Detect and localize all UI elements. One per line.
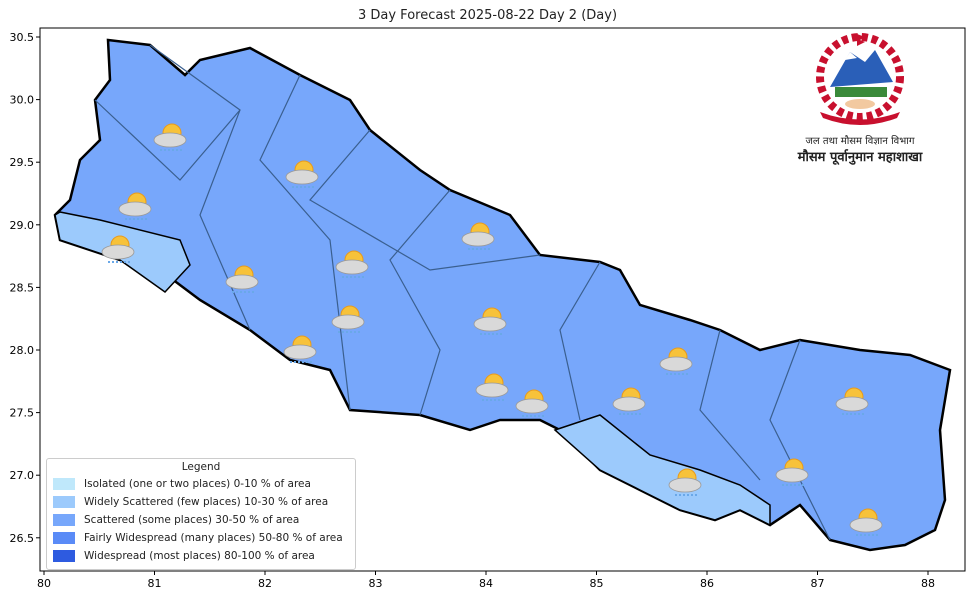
y-tick-label: 26.5 <box>10 532 35 545</box>
district-boundary <box>389 189 451 416</box>
partly-cloudy-rain-icon <box>659 347 693 375</box>
district-boundary <box>94 99 241 181</box>
legend-label: Scattered (some places) 30-50 % of area <box>84 514 300 526</box>
partly-cloudy-rain-icon <box>101 235 135 263</box>
district-boundary <box>309 129 541 271</box>
region-widely-scattered-southeast <box>553 414 771 527</box>
partly-cloudy-rain-icon <box>849 508 883 536</box>
y-tick-label: 29.5 <box>10 156 35 169</box>
x-tick-label: 84 <box>479 577 493 590</box>
partly-cloudy-rain-icon <box>461 222 495 250</box>
legend-item: Isolated (one or two places) 0-10 % of a… <box>53 475 349 493</box>
x-tick-label: 81 <box>148 577 162 590</box>
legend-item: Widely Scattered (few places) 10-30 % of… <box>53 493 349 511</box>
legend-item: Widespread (most places) 80-100 % of are… <box>53 547 349 565</box>
y-tick-label: 29.0 <box>10 219 35 232</box>
district-boundary <box>769 339 831 541</box>
y-tick-label: 28.0 <box>10 344 35 357</box>
legend: Legend Isolated (one or two places) 0-10… <box>46 458 356 570</box>
partly-cloudy-rain-icon <box>153 123 187 151</box>
partly-cloudy-rain-icon <box>473 307 507 335</box>
x-tick-label: 87 <box>811 577 825 590</box>
x-tick-label: 83 <box>369 577 383 590</box>
partly-cloudy-rain-icon <box>285 160 319 188</box>
department-name: जल तथा मौसम विज्ञान विभाग <box>805 136 915 147</box>
district-boundary <box>149 44 251 331</box>
legend-swatch <box>53 532 75 544</box>
dhm-logo: जल तथा मौसम विज्ञान विभाग मौसम पूर्वानुम… <box>795 32 925 165</box>
y-tick-label: 28.5 <box>10 281 35 294</box>
partly-cloudy-rain-icon <box>515 389 549 417</box>
nepal-emblem-icon <box>816 33 904 125</box>
legend-item: Fairly Widespread (many places) 50-80 % … <box>53 529 349 547</box>
partly-cloudy-rain-icon <box>668 468 702 496</box>
chart-title: 3 Day Forecast 2025-08-22 Day 2 (Day) <box>357 8 618 23</box>
partly-cloudy-rain-icon <box>475 373 509 401</box>
y-tick-label: 30.0 <box>10 94 35 107</box>
legend-label: Fairly Widespread (many places) 50-80 % … <box>84 532 343 544</box>
x-tick-label: 85 <box>590 577 604 590</box>
x-tick-label: 82 <box>258 577 272 590</box>
y-tick-label: 30.5 <box>10 31 35 44</box>
legend-swatch <box>53 496 75 508</box>
partly-cloudy-rain-icon <box>835 387 869 415</box>
partly-cloudy-rain-icon <box>225 265 259 293</box>
legend-swatch <box>53 550 75 562</box>
x-tick-label: 80 <box>37 577 51 590</box>
legend-title: Legend <box>181 461 221 473</box>
y-tick-label: 27.0 <box>10 469 35 482</box>
legend-swatch <box>53 478 75 490</box>
partly-cloudy-rain-icon <box>283 335 317 363</box>
partly-cloudy-rain-icon <box>775 458 809 486</box>
legend-item: Scattered (some places) 30-50 % of area <box>53 511 349 529</box>
x-tick-label: 86 <box>700 577 714 590</box>
y-tick-label: 27.5 <box>10 407 35 420</box>
legend-swatch <box>53 514 75 526</box>
division-name: मौसम पूर्वानुमान महाशाखा <box>797 150 923 165</box>
x-tick-label: 88 <box>921 577 935 590</box>
legend-label: Widespread (most places) 80-100 % of are… <box>84 550 315 562</box>
partly-cloudy-rain-icon <box>331 305 365 333</box>
district-boundary <box>559 261 601 421</box>
partly-cloudy-rain-icon <box>335 250 369 278</box>
partly-cloudy-rain-icon <box>612 387 646 415</box>
axes-frame <box>39 27 966 572</box>
partly-cloudy-rain-icon <box>118 192 152 220</box>
legend-label: Widely Scattered (few places) 10-30 % of… <box>84 496 329 508</box>
legend-label: Isolated (one or two places) 0-10 % of a… <box>84 478 311 490</box>
district-boundary <box>699 329 761 481</box>
